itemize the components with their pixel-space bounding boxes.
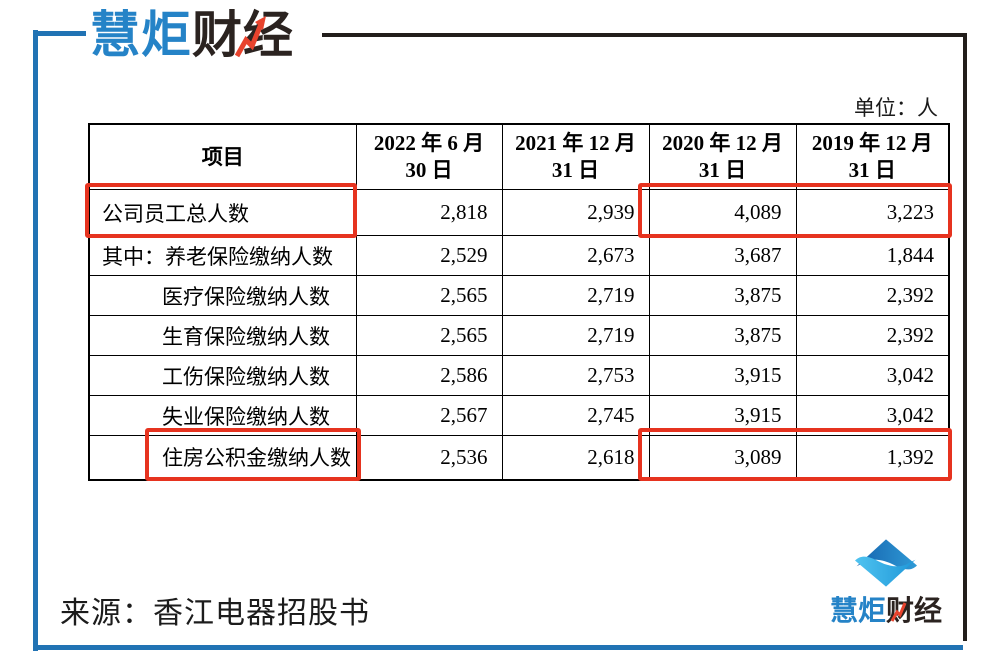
cell-value: 2,392 bbox=[795, 315, 950, 356]
frame-top-left-segment bbox=[33, 31, 86, 36]
brand-logo: 慧炬财经 bbox=[90, 4, 294, 66]
frame-left-line bbox=[33, 30, 38, 651]
cell-value: 3,687 bbox=[648, 235, 797, 276]
cell-value: 2,618 bbox=[501, 435, 650, 480]
table-row-unemployment: 失业保险缴纳人数 2,567 2,745 3,915 3,042 bbox=[88, 395, 950, 436]
footer-brand-dark-text: 财经 bbox=[886, 595, 943, 626]
cell-value: 3,042 bbox=[795, 395, 950, 436]
col-header-item: 项目 bbox=[88, 123, 357, 190]
cell-value: 2,536 bbox=[355, 435, 503, 480]
footer-brand-blue-text: 慧炬 bbox=[829, 595, 886, 626]
row-label: 其中：养老保险缴纳人数 bbox=[88, 235, 357, 276]
col-header-2019: 2019 年 12 月 31 日 bbox=[795, 123, 950, 190]
table-row-injury: 工伤保险缴纳人数 2,586 2,753 3,915 3,042 bbox=[88, 355, 950, 396]
table-row-medical: 医疗保险缴纳人数 2,565 2,719 3,875 2,392 bbox=[88, 275, 950, 316]
row-label: 公司员工总人数 bbox=[88, 189, 357, 236]
source-text: 来源：香江电器招股书 bbox=[60, 597, 370, 630]
row-label: 医疗保险缴纳人数 bbox=[88, 275, 357, 316]
cell-value: 3,042 bbox=[795, 355, 950, 396]
cell-value: 3,875 bbox=[648, 275, 797, 316]
stock-arrow-icon bbox=[234, 16, 266, 58]
employee-table: 项目 2022 年 6 月 30 日 2021 年 12 月 31 日 2020 年… bbox=[88, 123, 950, 481]
table-row-pension: 其中：养老保险缴纳人数 2,529 2,673 3,687 1,844 bbox=[88, 235, 950, 276]
row-label: 工伤保险缴纳人数 bbox=[88, 355, 357, 396]
table-row-housing-fund: 住房公积金缴纳人数 2,536 2,618 3,089 1,392 bbox=[88, 435, 950, 480]
row-label: 生育保险缴纳人数 bbox=[88, 315, 357, 356]
brand-logo-dark-text: 财经 bbox=[192, 7, 294, 63]
cell-value: 2,529 bbox=[355, 235, 503, 276]
table-row-maternity: 生育保险缴纳人数 2,565 2,719 3,875 2,392 bbox=[88, 315, 950, 356]
cell-value: 2,753 bbox=[501, 355, 650, 396]
footer-brand-text: 慧炬财经 bbox=[806, 596, 966, 626]
unit-label: 单位：人 bbox=[854, 96, 938, 120]
cell-value: 1,844 bbox=[795, 235, 950, 276]
cell-value: 1,392 bbox=[795, 435, 950, 480]
brand-logo-blue-text: 慧炬 bbox=[90, 7, 192, 63]
cell-value: 2,565 bbox=[355, 275, 503, 316]
frame-top-line bbox=[322, 33, 967, 37]
brand-mark-icon bbox=[855, 539, 917, 587]
col-header-2020: 2020 年 12 月 31 日 bbox=[648, 123, 797, 190]
frame-right-line bbox=[963, 33, 967, 641]
cell-value: 4,089 bbox=[648, 189, 797, 236]
footer-stock-arrow-icon bbox=[890, 602, 907, 622]
cell-value: 2,673 bbox=[501, 235, 650, 276]
col-header-2021: 2021 年 12 月 31 日 bbox=[501, 123, 650, 190]
cell-value: 2,818 bbox=[355, 189, 503, 236]
table-row-total: 公司员工总人数 2,818 2,939 4,089 3,223 bbox=[88, 189, 950, 236]
row-label: 住房公积金缴纳人数 bbox=[88, 435, 357, 480]
cell-value: 2,567 bbox=[355, 395, 503, 436]
cell-value: 3,915 bbox=[648, 395, 797, 436]
cell-value: 2,565 bbox=[355, 315, 503, 356]
cell-value: 3,875 bbox=[648, 315, 797, 356]
table-header-row: 项目 2022 年 6 月 30 日 2021 年 12 月 31 日 2020 年… bbox=[88, 123, 950, 190]
cell-value: 3,089 bbox=[648, 435, 797, 480]
row-label: 失业保险缴纳人数 bbox=[88, 395, 357, 436]
cell-value: 2,745 bbox=[501, 395, 650, 436]
cell-value: 2,586 bbox=[355, 355, 503, 396]
col-header-2022: 2022 年 6 月 30 日 bbox=[355, 123, 503, 190]
cell-value: 3,915 bbox=[648, 355, 797, 396]
frame-bottom-line bbox=[33, 645, 963, 650]
cell-value: 2,939 bbox=[501, 189, 650, 236]
cell-value: 2,392 bbox=[795, 275, 950, 316]
footer-brand-logo: 慧炬财经 bbox=[806, 532, 966, 626]
cell-value: 2,719 bbox=[501, 315, 650, 356]
cell-value: 3,223 bbox=[795, 189, 950, 236]
cell-value: 2,719 bbox=[501, 275, 650, 316]
